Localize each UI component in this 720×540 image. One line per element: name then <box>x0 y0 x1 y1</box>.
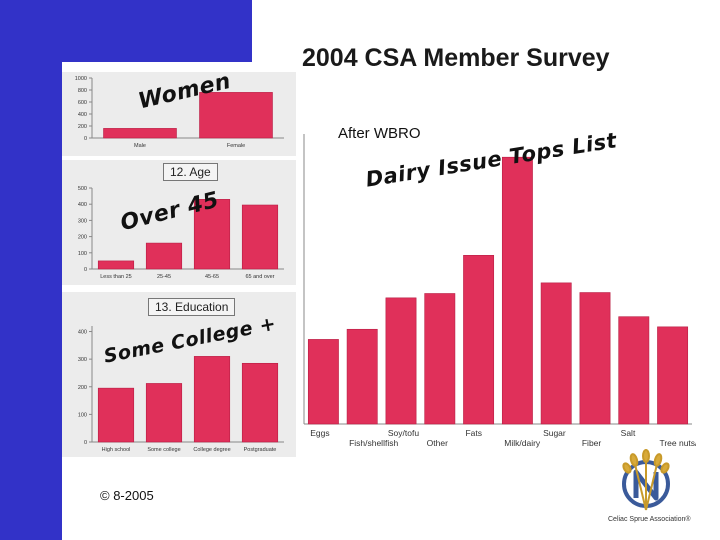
y-tick-label: 0 <box>84 136 87 142</box>
bar-other <box>424 293 456 425</box>
x-tick-label: 25-45 <box>157 274 171 280</box>
age-chart: 0 100 200 300 400 500 Less than 25 25-45 45-65 65… <box>78 186 284 280</box>
logo-caption: Celiac Sprue Association® <box>608 516 691 523</box>
bar-fish-shellfish <box>346 328 378 425</box>
x-tick-label: 65 and over <box>245 274 274 280</box>
bar-soy-tofu <box>385 297 417 425</box>
bar-milk-dairy <box>501 156 533 425</box>
left-band <box>0 0 62 540</box>
y-tick-label: 400 <box>78 202 87 208</box>
bar-25-45 <box>145 242 183 270</box>
bar-postgraduate <box>241 362 279 443</box>
x-tick-label: Male <box>134 143 146 149</box>
bar-fiber <box>579 292 611 425</box>
x-tick-label: Salt <box>621 428 636 438</box>
bar-salt <box>618 316 650 425</box>
y-tick-label: 200 <box>78 124 87 130</box>
y-tick-label: 400 <box>78 112 87 118</box>
slide-title: 2004 CSA Member Survey <box>302 44 610 72</box>
bar-female <box>199 92 273 139</box>
bar-fats <box>463 255 495 425</box>
y-tick-label: 800 <box>78 88 87 94</box>
top-band <box>0 0 252 62</box>
y-tick-label: 100 <box>78 251 87 257</box>
bar-65-and-over <box>241 204 279 270</box>
x-tick-label: Fiber <box>582 438 602 448</box>
x-tick-label: Milk/dairy <box>504 438 541 448</box>
y-tick-label: 0 <box>84 440 87 446</box>
x-tick-label: College degree <box>193 447 230 453</box>
y-tick-label: 200 <box>78 385 87 391</box>
y-tick-label: 1000 <box>75 76 87 82</box>
bar-45-65 <box>193 199 231 270</box>
y-tick-label: 300 <box>78 218 87 224</box>
bar-eggs <box>307 339 339 425</box>
y-tick-label: 500 <box>78 186 87 192</box>
csa-logo-icon <box>622 449 670 511</box>
x-tick-label: Other <box>427 438 448 448</box>
bar-sugar <box>540 282 572 425</box>
bar-male <box>103 128 177 139</box>
bar-tree-nuts-peanuts <box>657 326 689 425</box>
x-tick-label: Fats <box>465 428 482 438</box>
y-tick-label: 100 <box>78 412 87 418</box>
education-chart: 0 100 200 300 400 High school Some college Coll… <box>78 326 284 453</box>
x-tick-label: Fish/shellfish <box>349 438 398 448</box>
x-tick-label: Some college <box>147 447 180 453</box>
y-tick-label: 400 <box>78 330 87 336</box>
x-tick-label: Eggs <box>310 428 329 438</box>
age-chart-title: 12. Age <box>163 163 218 181</box>
bar-college-degree <box>193 356 231 443</box>
x-tick-label: Female <box>227 143 245 149</box>
x-tick-label: Soy/tofu <box>388 428 419 438</box>
x-tick-label: High school <box>102 447 131 453</box>
y-tick-label: 0 <box>84 267 87 273</box>
y-tick-label: 600 <box>78 100 87 106</box>
bar-less-than-25 <box>97 260 135 270</box>
x-tick-label: Postgraduate <box>244 447 277 453</box>
chart-subtitle: After WBRO <box>338 125 421 142</box>
y-tick-label: 300 <box>78 357 87 363</box>
x-tick-label: Less than 25 <box>100 274 132 280</box>
copyright: © 8-2005 <box>100 488 154 503</box>
y-tick-label: 200 <box>78 235 87 241</box>
bar-high-school <box>97 387 135 443</box>
x-tick-label: 45-65 <box>205 274 219 280</box>
x-tick-label: Tree nuts/peanut <box>659 438 696 448</box>
gender-chart: 0 200 400 600 800 1000 Male Female <box>75 76 284 149</box>
bar-some-college <box>145 383 183 443</box>
education-chart-title: 13. Education <box>148 298 236 316</box>
x-tick-label: Sugar <box>543 428 566 438</box>
